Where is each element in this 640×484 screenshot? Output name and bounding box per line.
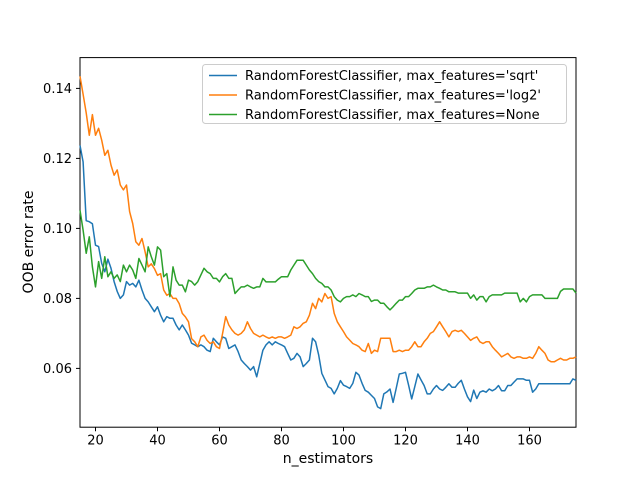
y-tick-label: 0.12 xyxy=(43,152,72,167)
x-tick-label: 120 xyxy=(393,434,418,449)
y-tick-label: 0.08 xyxy=(43,292,72,307)
x-tick-label: 20 xyxy=(87,434,104,449)
y-tick-label: 0.10 xyxy=(43,222,72,237)
y-axis-ticks: 0.06 0.08 0.10 0.12 0.14 xyxy=(43,82,80,377)
series-line-1 xyxy=(79,76,577,363)
legend-entry: RandomForestClassifier, max_features=Non… xyxy=(209,108,540,123)
x-tick-label: 80 xyxy=(273,434,290,449)
y-tick-label: 0.14 xyxy=(43,82,72,97)
x-axis-label: n_estimators xyxy=(283,451,373,467)
x-tick-label: 40 xyxy=(149,434,166,449)
x-axis-ticks: 20 40 60 80 100 120 140 160 xyxy=(87,427,542,449)
legend-entry: RandomForestClassifier, max_features='sq… xyxy=(209,69,538,84)
x-tick-label: 60 xyxy=(211,434,228,449)
legend-entry: RandomForestClassifier, max_features='lo… xyxy=(209,89,541,104)
legend-box xyxy=(202,64,567,124)
legend-label: RandomForestClassifier, max_features='sq… xyxy=(245,69,538,84)
y-axis-label: OOB error rate xyxy=(21,191,37,294)
x-tick-label: 100 xyxy=(331,434,356,449)
legend-entries: RandomForestClassifier, max_features='sq… xyxy=(209,69,541,123)
series-line-0 xyxy=(79,145,577,410)
series-line-2 xyxy=(79,210,577,311)
series-lines xyxy=(79,76,577,410)
x-tick-label: 140 xyxy=(455,434,480,449)
axes-frame xyxy=(79,57,577,428)
legend-label: RandomForestClassifier, max_features='lo… xyxy=(245,89,541,104)
legend-label: RandomForestClassifier, max_features=Non… xyxy=(245,108,540,123)
x-tick-label: 160 xyxy=(517,434,542,449)
y-tick-label: 0.06 xyxy=(43,362,72,377)
legend: RandomForestClassifier, max_features='sq… xyxy=(202,64,567,124)
